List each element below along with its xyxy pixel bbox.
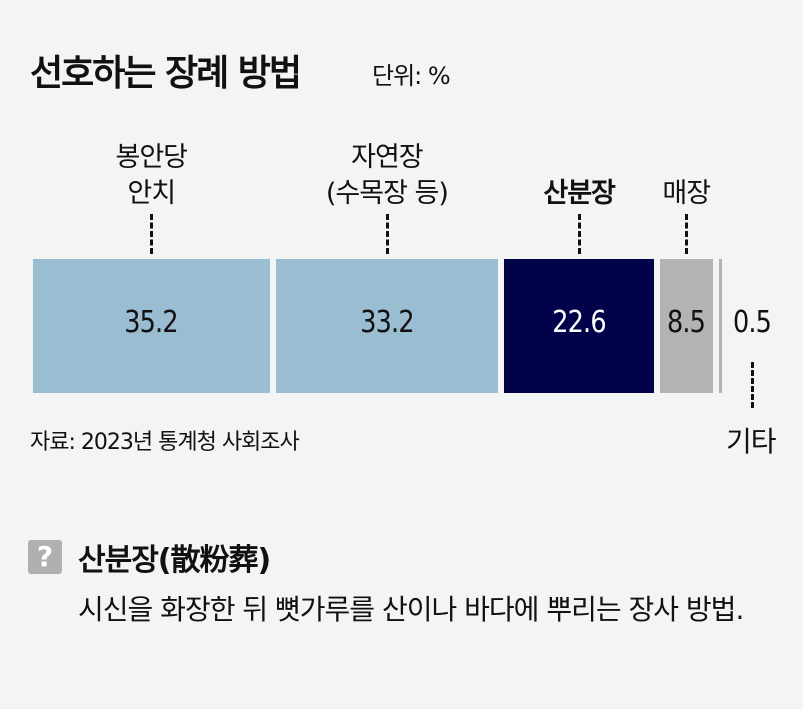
value-label: 8.5 xyxy=(667,305,706,340)
category-label: 기타 xyxy=(726,425,777,458)
value-label: 33.2 xyxy=(360,305,414,340)
bar-3 xyxy=(659,259,713,393)
category-label: 자연장 (수목장 등) xyxy=(325,142,449,209)
leader-line xyxy=(150,214,154,254)
bar-1 xyxy=(275,259,499,393)
source-label: 자료: 2023년 통계청 사회조사 xyxy=(30,430,300,455)
leader-line xyxy=(578,214,582,254)
value-label: 35.2 xyxy=(124,305,179,340)
bar-4 xyxy=(718,259,722,393)
category-label: 산분장 xyxy=(543,178,616,209)
unit-label: 단위: % xyxy=(372,62,451,90)
note-term: 산분장(散粉葬) xyxy=(78,543,271,578)
bar-0 xyxy=(33,259,270,393)
leader-line xyxy=(685,214,689,254)
note-description: 시신을 화장한 뒤 뼛가루를 산이나 바다에 뿌리는 장사 방법. xyxy=(78,593,744,626)
value-label: 22.6 xyxy=(552,305,606,340)
value-label: 0.5 xyxy=(732,305,772,340)
leader-line xyxy=(385,214,389,254)
bar-2 xyxy=(504,259,654,393)
category-label: 매장 xyxy=(662,178,711,209)
chart-title: 선호하는 장례 방법 xyxy=(30,53,302,94)
leader-line xyxy=(751,362,754,408)
category-label: 봉안당 안치 xyxy=(115,142,188,209)
question-icon: ? xyxy=(28,540,62,574)
